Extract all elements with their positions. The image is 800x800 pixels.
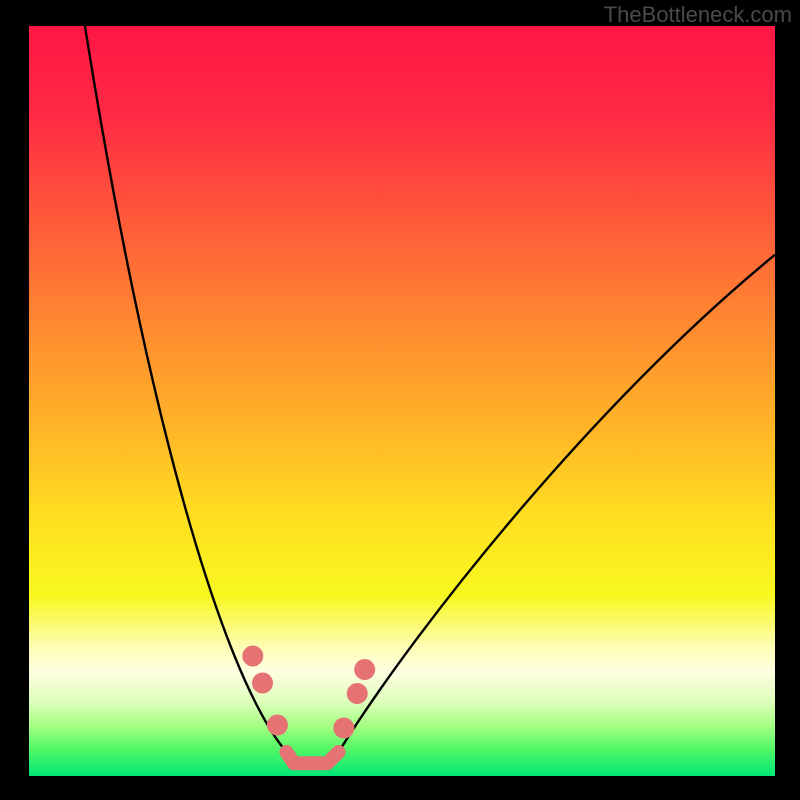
data-marker <box>242 646 263 667</box>
data-marker <box>333 718 354 739</box>
gradient-background <box>29 26 775 776</box>
data-marker <box>354 659 375 680</box>
data-marker <box>267 715 288 736</box>
data-marker <box>252 673 273 694</box>
data-marker <box>347 683 368 704</box>
bottleneck-chart <box>29 26 775 776</box>
watermark-text: TheBottleneck.com <box>604 2 792 28</box>
